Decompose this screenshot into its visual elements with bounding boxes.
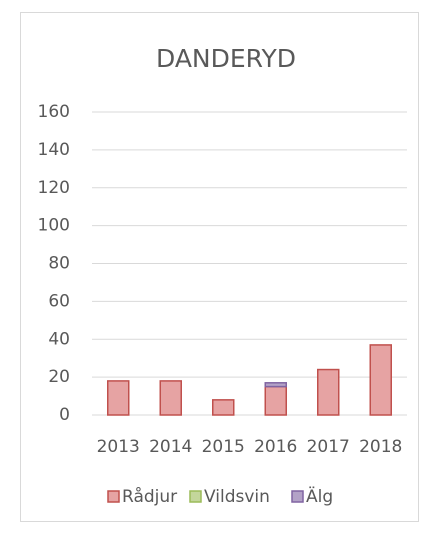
- bar-segment: [264, 385, 287, 416]
- bar-segment: [317, 368, 340, 416]
- y-tick-label: 60: [48, 291, 70, 311]
- legend-label: Älg: [306, 486, 333, 507]
- bar-segment: [212, 399, 235, 416]
- y-tick-label: 120: [38, 178, 70, 198]
- x-tick-label: 2016: [254, 437, 297, 457]
- y-tick-label: 20: [48, 367, 70, 387]
- x-tick-label: 2018: [359, 437, 402, 457]
- legend-label: Vildsvin: [204, 487, 270, 507]
- bar-segment: [159, 380, 182, 416]
- x-tick-label: 2013: [97, 437, 140, 457]
- x-tick-label: 2017: [307, 437, 350, 457]
- x-tick-label: 2015: [202, 437, 245, 457]
- x-tick-label: 2014: [149, 437, 192, 457]
- legend-swatch: [291, 490, 304, 503]
- y-tick-label: 100: [38, 216, 70, 236]
- y-tick-label: 140: [38, 140, 70, 160]
- legend-label: Rådjur: [122, 486, 177, 507]
- legend-swatch: [107, 490, 120, 503]
- y-tick-label: 160: [38, 102, 70, 122]
- bar-segment: [369, 344, 392, 416]
- legend-swatch: [189, 490, 202, 503]
- chart-frame: [20, 12, 419, 522]
- chart-title: DANDERYD: [156, 44, 296, 73]
- bar-segment: [107, 380, 130, 416]
- y-tick-label: 0: [59, 405, 70, 425]
- bar-segment: [264, 382, 287, 388]
- y-tick-label: 40: [48, 329, 70, 349]
- y-tick-label: 80: [48, 254, 70, 274]
